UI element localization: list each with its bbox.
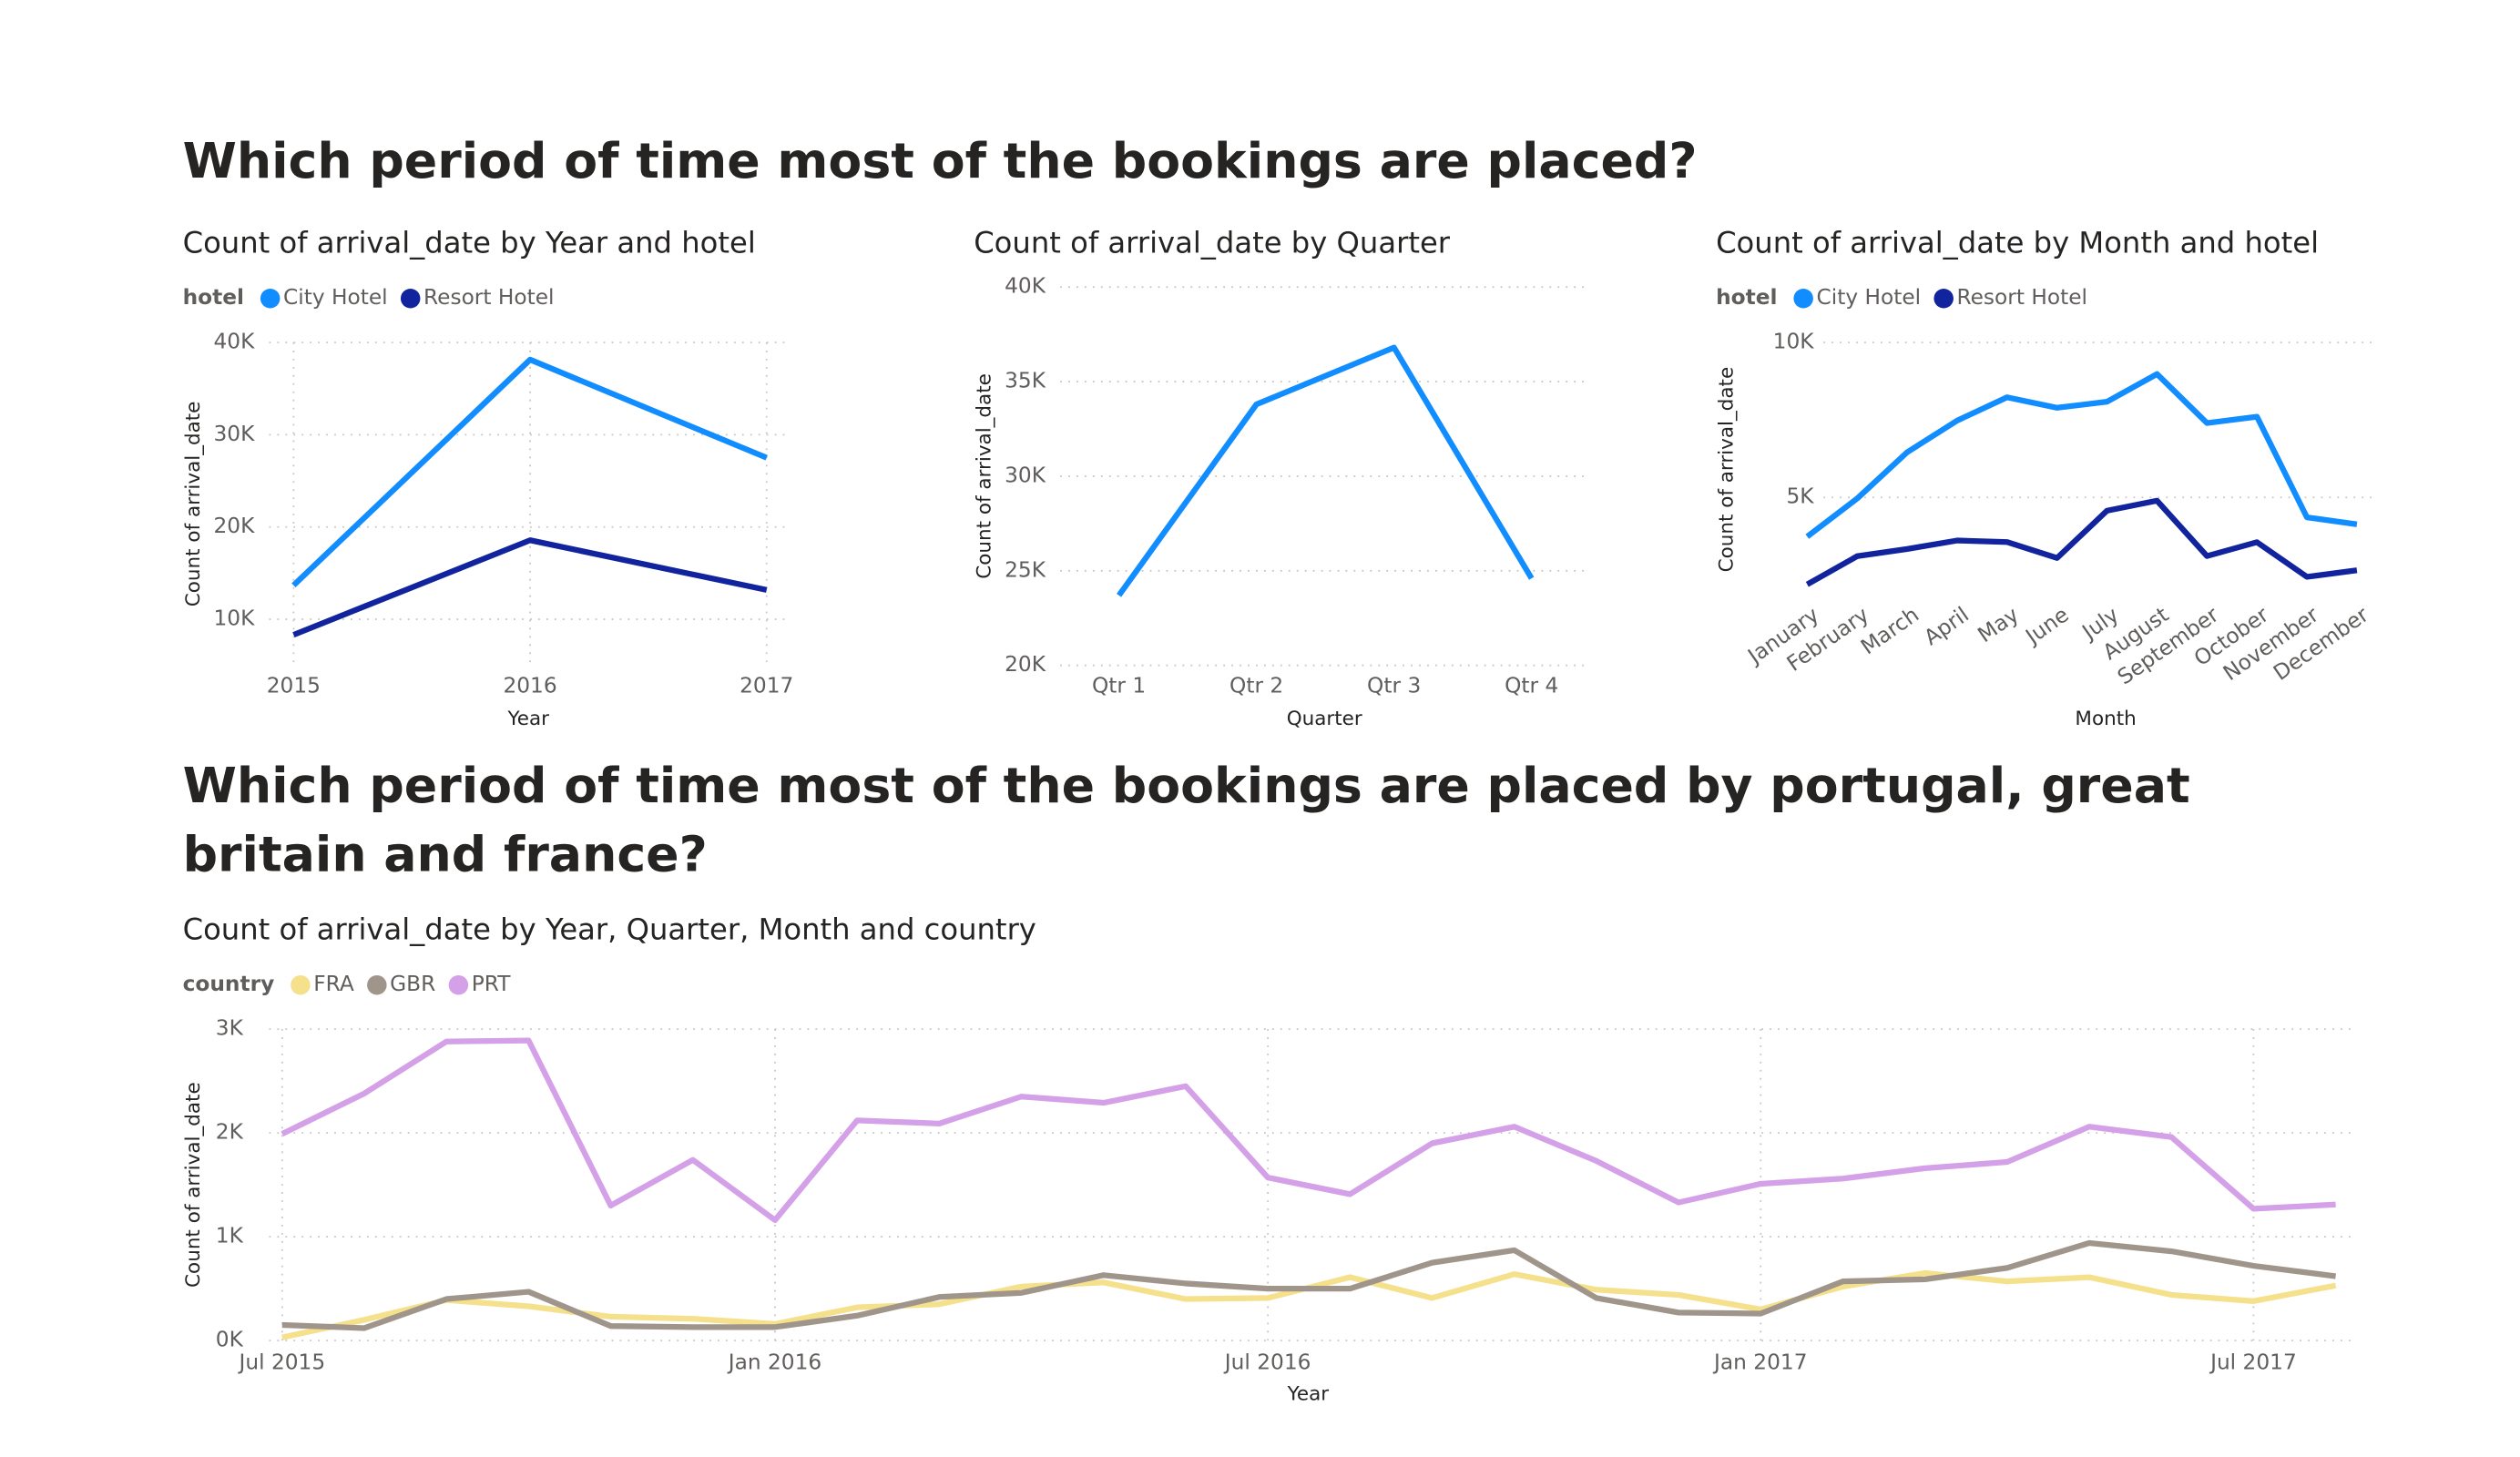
data-line xyxy=(291,356,768,588)
x-tick-label: April xyxy=(1920,603,1974,651)
legend-marker xyxy=(367,974,387,995)
y-tick-label: 30K xyxy=(1005,463,1046,487)
y-tick-label: 10K xyxy=(1773,330,1815,354)
chart-title: Count of arrival_date by Year, Quarter, … xyxy=(183,912,1036,947)
y-tick-label: 40K xyxy=(214,330,256,354)
x-tick-label: Qtr 2 xyxy=(1229,673,1283,698)
y-tick-label: 20K xyxy=(1005,652,1046,677)
x-tick-label: March xyxy=(1856,603,1923,660)
data-line xyxy=(1117,344,1535,597)
y-tick-label: 30K xyxy=(214,422,256,446)
data-line xyxy=(281,1037,2336,1224)
chart-title: Count of arrival_date by Month and hotel xyxy=(1716,226,2319,260)
y-tick-label: 0K xyxy=(216,1328,244,1352)
x-axis-label: Quarter xyxy=(1287,708,1362,730)
y-tick-label: 1K xyxy=(216,1224,244,1248)
x-tick-label: Jul 2015 xyxy=(237,1350,325,1375)
section-heading: Which period of time most of the booking… xyxy=(182,758,2190,884)
x-tick-label: Jul 2016 xyxy=(1223,1350,1311,1375)
y-tick-label: 35K xyxy=(1005,369,1046,393)
chart-title: Count of arrival_date by Quarter xyxy=(974,226,1451,260)
x-tick-label: 2016 xyxy=(503,673,556,698)
data-line xyxy=(292,537,768,638)
y-tick-label: 20K xyxy=(214,514,256,538)
x-tick-label: Jan 2017 xyxy=(1712,1350,1807,1375)
x-tick-label: Qtr 3 xyxy=(1367,673,1421,698)
legend-marker xyxy=(448,974,469,995)
legend-label: FRA xyxy=(313,972,354,996)
x-tick-label: 2015 xyxy=(267,673,321,698)
legend-marker xyxy=(291,974,311,995)
x-tick-label: Qtr 4 xyxy=(1505,673,1558,698)
legend-marker xyxy=(260,288,281,309)
legend-title: country xyxy=(183,972,275,996)
x-axis-label: Month xyxy=(2075,708,2136,730)
x-tick-label: Jan 2016 xyxy=(727,1350,821,1375)
data-line xyxy=(281,1269,2337,1340)
y-tick-label: 40K xyxy=(1005,274,1046,299)
x-tick-label: June xyxy=(2020,603,2074,650)
legend-title: hotel xyxy=(1716,285,1777,310)
y-tick-label: 25K xyxy=(1005,557,1046,582)
x-tick-label: Qtr 1 xyxy=(1092,673,1146,698)
legend-label: City Hotel xyxy=(283,285,388,310)
y-axis-label: Count of arrival_date xyxy=(974,373,996,579)
x-tick-label: 2017 xyxy=(740,673,793,698)
y-axis-label: Count of arrival_date xyxy=(182,402,205,607)
legend-label: City Hotel xyxy=(1816,285,1921,310)
legend-title: hotel xyxy=(183,285,244,310)
x-axis-label: Year xyxy=(1287,1382,1330,1405)
data-line xyxy=(1805,371,2358,539)
y-axis-label: Count of arrival_date xyxy=(182,1082,205,1288)
chart-title: Count of arrival_date by Year and hotel xyxy=(183,226,756,260)
section-heading: Which period of time most of the booking… xyxy=(182,133,1698,191)
data-line xyxy=(1805,497,2358,587)
legend-label: Resort Hotel xyxy=(423,285,555,310)
y-tick-label: 5K xyxy=(1786,484,1814,509)
legend-label: PRT xyxy=(472,972,512,996)
x-tick-label: Jul 2017 xyxy=(2209,1350,2297,1375)
y-tick-label: 10K xyxy=(214,606,256,631)
legend-marker xyxy=(1933,288,1954,309)
legend-label: GBR xyxy=(390,972,435,996)
y-axis-label: Count of arrival_date xyxy=(1716,367,1739,573)
x-tick-label: May xyxy=(1974,602,2024,647)
data-line xyxy=(281,1239,2337,1331)
x-axis-label: Year xyxy=(507,708,550,730)
legend-label: Resort Hotel xyxy=(1957,285,2088,310)
legend-marker xyxy=(400,288,421,309)
y-tick-label: 3K xyxy=(216,1016,244,1041)
legend-marker xyxy=(1793,288,1813,309)
y-tick-label: 2K xyxy=(216,1120,244,1145)
